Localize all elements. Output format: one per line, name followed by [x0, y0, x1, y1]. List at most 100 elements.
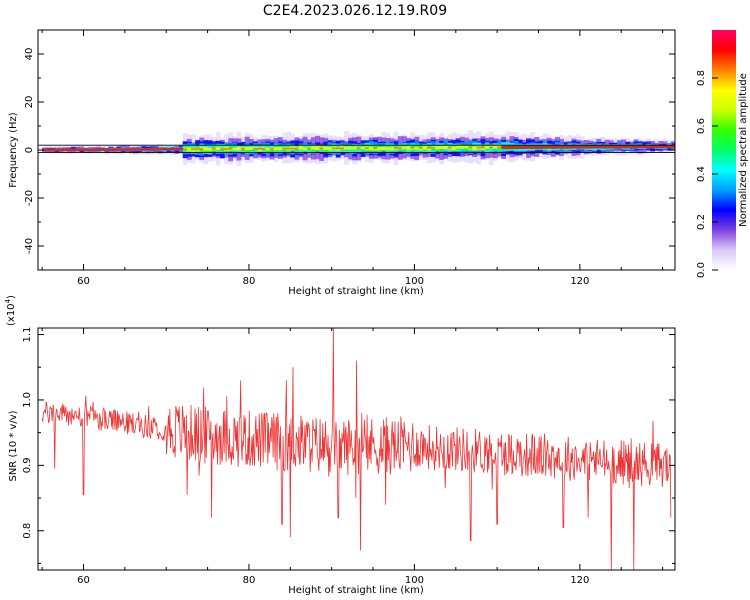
spectrogram-core-cell: [149, 148, 155, 151]
spectrogram-core-cell: [596, 145, 602, 149]
spectrogram-core-cell: [360, 147, 366, 150]
spectrogram-core-cell: [505, 145, 511, 150]
spectrogram-core-cell: [662, 144, 668, 149]
spectrogram-xtick-label: 60: [77, 276, 90, 287]
spectrogram-core-cell: [459, 146, 465, 149]
spectrogram-core-cell: [579, 145, 585, 149]
spectrogram-core-cell: [261, 147, 267, 150]
spectrogram-core-cell: [530, 145, 535, 149]
spectrogram-core-cell: [364, 147, 370, 149]
spectrogram-core-cell: [335, 147, 341, 150]
spectrogram-core-cell: [311, 147, 316, 150]
spectrogram-core-cell: [58, 148, 64, 152]
colorbar-tick-label: 0.6: [696, 118, 707, 134]
snr-marks: [41, 328, 672, 570]
spectrogram-core-cell: [186, 148, 192, 151]
spectrogram-core-cell: [373, 147, 378, 149]
spectrogram-core-cell: [153, 148, 159, 151]
spectrogram-core-cell: [658, 144, 664, 149]
spectrogram-core-cell: [277, 147, 283, 150]
spectrogram-core-cell: [588, 145, 593, 149]
spectrogram-ytick-label: 20: [24, 96, 35, 109]
spectrogram-core-cell: [42, 148, 47, 152]
spectrogram-core-cell: [100, 148, 105, 151]
spectrogram-core-cell: [71, 148, 76, 152]
spectrogram-core-cell: [315, 147, 320, 150]
colorbar-tick-label: 0.4: [696, 166, 707, 182]
spectrogram-core-cell: [451, 146, 457, 149]
spectrogram-core-cell: [50, 148, 56, 152]
spectrogram-core-cell: [211, 148, 217, 150]
spectrogram-core-cell: [534, 145, 540, 149]
spectrogram-core-cell: [129, 148, 134, 151]
spectrogram-core-cell: [468, 146, 473, 149]
snr-series-line: [41, 328, 672, 570]
spectrogram-core-cell: [488, 146, 494, 149]
spectrogram-core-cell: [339, 147, 345, 150]
spectrogram-core-cell: [87, 148, 93, 152]
spectrogram-core-cell: [501, 145, 507, 150]
snr-ytick-label: 1.1: [22, 327, 33, 343]
spectrogram-xlabel: Height of straight line (km): [288, 286, 424, 297]
snr-xtick-label: 60: [77, 575, 90, 586]
spectrogram-core-cell: [344, 147, 349, 150]
spectrogram-core-cell: [414, 147, 420, 149]
spectrogram-core-cell: [517, 145, 523, 149]
spectrogram-core-cell: [600, 145, 606, 149]
spectrogram-core-cell: [666, 144, 672, 149]
spectrogram-ticks: 60 80 100 120 -40 -20 0 20 40: [24, 30, 675, 287]
spectrogram-core-cell: [389, 147, 395, 149]
spectrogram-core-cell: [476, 146, 482, 149]
spectrogram-core-cell: [236, 148, 242, 150]
spectrogram-panel: 60 80 100 120 -40 -20 0 20 40 Height of straight…: [8, 29, 676, 297]
snr-axis-multiplier: (x104): [4, 295, 17, 326]
colorbar-label: Normalized spectral amplitude: [738, 73, 749, 227]
spectrogram-core-cell: [104, 148, 109, 151]
spectrogram-core-cell: [439, 146, 444, 149]
snr-xtick-label: 80: [243, 575, 256, 586]
spectrogram-core-cell: [66, 148, 72, 152]
colorbar-tick-label: 0.2: [696, 214, 707, 230]
spectrogram-core-cell: [422, 146, 428, 149]
spectrogram-core-cell: [182, 148, 188, 151]
spectrogram-core-cell: [356, 147, 362, 150]
spectrogram-core-cell: [302, 147, 308, 150]
spectrogram-core-cell: [248, 147, 254, 150]
spectrogram-core-cell: [257, 147, 262, 150]
spectrogram-core-cell: [629, 144, 635, 149]
spectrogram-core-cell: [497, 146, 502, 149]
spectrogram-core-cell: [282, 147, 287, 150]
spectrogram-core-cell: [79, 148, 85, 152]
spectrogram-marks: [38, 129, 675, 167]
spectrogram-core-cell: [509, 145, 515, 149]
spectrogram-core-cell: [83, 148, 89, 152]
spectrogram-core-cell: [472, 146, 478, 149]
spectrogram-core-cell: [195, 148, 200, 150]
spectrogram-core-cell: [215, 148, 221, 150]
spectrogram-core-cell: [418, 147, 424, 149]
spectrogram-core-cell: [253, 147, 258, 150]
spectrogram-core: [42, 144, 675, 152]
spectrogram-core-cell: [646, 144, 651, 149]
spectrogram-core-cell: [584, 145, 589, 149]
spectrogram-core-cell: [145, 148, 151, 151]
spectrogram-core-cell: [265, 147, 271, 150]
spectrogram-core-cell: [513, 145, 519, 149]
spectrogram-core-cell: [381, 147, 387, 149]
spectrogram-ytick-label: -20: [24, 190, 35, 206]
spectrogram-core-cell: [269, 147, 275, 150]
spectrogram-core-cell: [112, 148, 118, 151]
spectrogram-core-cell: [120, 148, 126, 151]
spectrogram-core-cell: [298, 147, 304, 150]
snr-ytick-label: 0.9: [22, 457, 33, 473]
spectrogram-cell: [426, 146, 432, 151]
spectrogram-core-cell: [133, 148, 138, 151]
spectrogram-core-cell: [393, 147, 399, 149]
spectrogram-ytick-label: -40: [24, 238, 35, 254]
spectrogram-core-cell: [203, 148, 209, 150]
snr-ytick-label: 0.8: [22, 523, 33, 539]
spectrogram-core-cell: [650, 144, 655, 149]
spectrogram-core-cell: [464, 146, 469, 149]
spectrogram-core-cell: [331, 147, 337, 150]
